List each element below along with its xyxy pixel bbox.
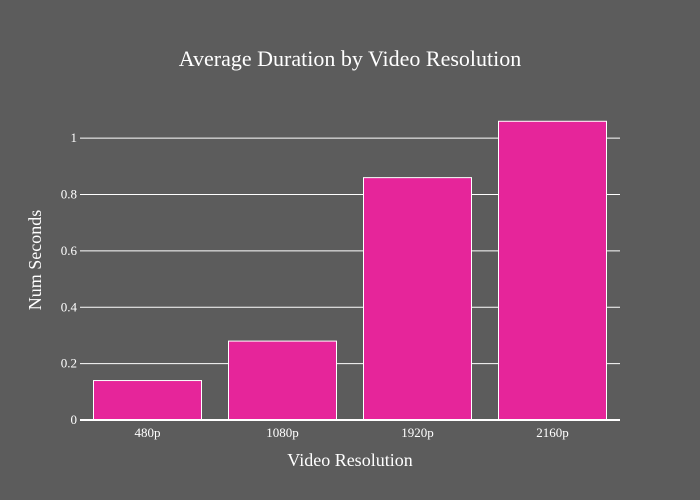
x-axis-title: Video Resolution — [287, 450, 412, 470]
bars — [93, 120, 607, 421]
y-tick-label: 0 — [71, 412, 78, 427]
x-tick-label: 480p — [135, 425, 161, 440]
bar-1920p[interactable] — [363, 177, 472, 421]
bar-1080p[interactable] — [228, 340, 337, 421]
bar-2160p[interactable] — [498, 120, 607, 421]
axes: 0 0.2 0.4 0.6 0.8 1 480p 1080p 1920p 2160p — [61, 130, 620, 440]
y-tick-label: 0.4 — [61, 299, 78, 314]
y-tick-label: 0.6 — [61, 243, 78, 258]
y-axis-title: Num Seconds — [25, 210, 45, 311]
chart-title: Average Duration by Video Resolution — [179, 46, 521, 71]
y-tick-label: 0.8 — [61, 187, 77, 202]
y-tick-label: 1 — [71, 130, 78, 145]
x-tick-label: 1920p — [401, 425, 434, 440]
x-tick-label: 2160p — [536, 425, 569, 440]
y-tick-label: 0.2 — [61, 356, 77, 371]
bar-480p[interactable] — [93, 380, 202, 421]
x-tick-label: 1080p — [266, 425, 299, 440]
